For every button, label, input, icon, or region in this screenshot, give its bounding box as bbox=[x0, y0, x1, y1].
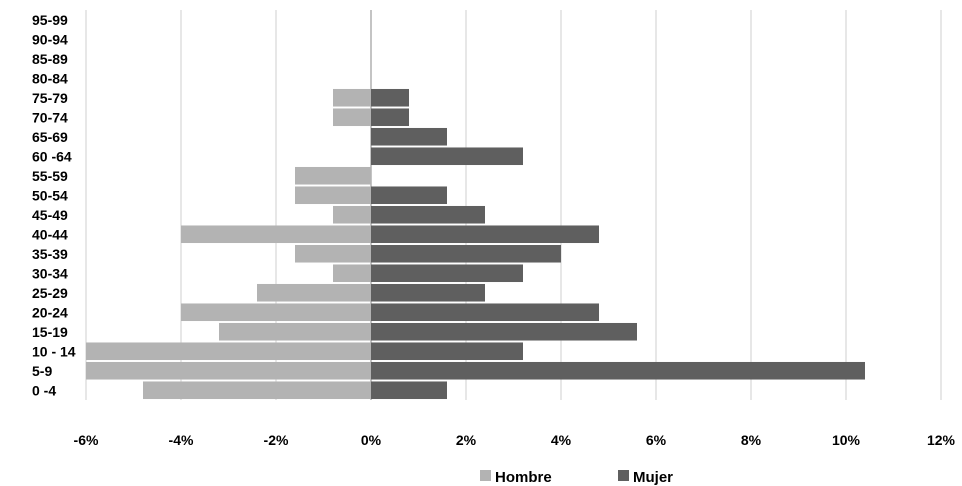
x-tick-label: 6% bbox=[646, 432, 667, 448]
bar-mujer-2 bbox=[371, 342, 523, 361]
y-tick-label: 15-19 bbox=[32, 324, 68, 340]
bar-mujer-10 bbox=[371, 186, 447, 205]
x-tick-label: -6% bbox=[74, 432, 99, 448]
x-axis: -6% -4% -2% 0% 2% 4% 6% 8% 10% 12% bbox=[74, 432, 956, 448]
y-tick-label: 5-9 bbox=[32, 363, 52, 379]
y-tick-label: 10 - 14 bbox=[32, 343, 76, 359]
legend-swatch-hombre bbox=[480, 470, 491, 481]
bar-mujer-0 bbox=[371, 381, 447, 400]
y-axis: 0 -4 5-9 10 - 14 15-19 20-24 25-29 30-34 35-39 4… bbox=[32, 12, 76, 399]
y-tick-label: 40-44 bbox=[32, 226, 68, 242]
bar-hombre-4 bbox=[181, 303, 371, 322]
bar-mujer-4 bbox=[371, 303, 599, 322]
y-tick-label: 80-84 bbox=[32, 70, 68, 86]
y-tick-label: 90-94 bbox=[32, 31, 68, 47]
bar-hombre-11 bbox=[295, 166, 371, 185]
bar-mujer-7 bbox=[371, 244, 561, 263]
y-tick-label: 85-89 bbox=[32, 51, 68, 67]
x-tick-label: 8% bbox=[741, 432, 762, 448]
y-tick-label: 75-79 bbox=[32, 90, 68, 106]
y-tick-label: 25-29 bbox=[32, 285, 68, 301]
x-tick-label: 4% bbox=[551, 432, 572, 448]
x-tick-label: -4% bbox=[169, 432, 194, 448]
y-tick-label: 45-49 bbox=[32, 207, 68, 223]
y-tick-label: 70-74 bbox=[32, 109, 68, 125]
bar-hombre-8 bbox=[181, 225, 371, 244]
x-tick-label: 2% bbox=[456, 432, 477, 448]
x-tick-label: 10% bbox=[832, 432, 861, 448]
bar-mujer-1 bbox=[371, 361, 865, 380]
legend-label-hombre: Hombre bbox=[495, 469, 552, 486]
x-tick-label: 12% bbox=[927, 432, 956, 448]
y-tick-label: 35-39 bbox=[32, 246, 68, 262]
y-tick-label: 50-54 bbox=[32, 187, 68, 203]
bars bbox=[86, 88, 865, 400]
bar-hombre-14 bbox=[333, 108, 371, 127]
legend-label-mujer: Mujer bbox=[633, 469, 673, 486]
bar-hombre-10 bbox=[295, 186, 371, 205]
bar-mujer-15 bbox=[371, 88, 409, 107]
y-tick-label: 0 -4 bbox=[32, 382, 56, 398]
bar-hombre-9 bbox=[333, 205, 371, 224]
y-tick-label: 60 -64 bbox=[32, 148, 72, 164]
bar-mujer-6 bbox=[371, 264, 523, 283]
bar-mujer-12 bbox=[371, 147, 523, 166]
bar-mujer-5 bbox=[371, 283, 485, 302]
bar-hombre-7 bbox=[295, 244, 371, 263]
x-tick-label: 0% bbox=[361, 432, 382, 448]
legend-swatch-mujer bbox=[618, 470, 629, 481]
bar-hombre-1 bbox=[86, 361, 371, 380]
y-tick-label: 30-34 bbox=[32, 265, 68, 281]
bar-mujer-9 bbox=[371, 205, 485, 224]
bar-mujer-3 bbox=[371, 322, 637, 341]
bar-hombre-0 bbox=[143, 381, 371, 400]
x-tick-label: -2% bbox=[264, 432, 289, 448]
bar-hombre-5 bbox=[257, 283, 371, 302]
bar-hombre-15 bbox=[333, 88, 371, 107]
y-tick-label: 20-24 bbox=[32, 304, 68, 320]
y-tick-label: 95-99 bbox=[32, 12, 68, 28]
bar-mujer-8 bbox=[371, 225, 599, 244]
bar-mujer-14 bbox=[371, 108, 409, 127]
y-tick-label: 55-59 bbox=[32, 168, 68, 184]
bar-mujer-13 bbox=[371, 127, 447, 146]
bar-hombre-3 bbox=[219, 322, 371, 341]
bar-hombre-6 bbox=[333, 264, 371, 283]
gridlines bbox=[85, 10, 942, 400]
y-tick-label: 65-69 bbox=[32, 129, 68, 145]
legend: Hombre Mujer bbox=[480, 469, 673, 486]
bar-hombre-2 bbox=[86, 342, 371, 361]
